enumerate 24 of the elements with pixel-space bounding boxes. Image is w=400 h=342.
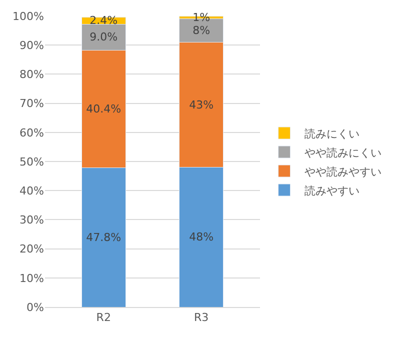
- data-label: 9.0%: [90, 30, 118, 44]
- y-tick-label: 60%: [20, 126, 44, 140]
- y-tick-label: 10%: [20, 272, 44, 285]
- y-tick-label: 0%: [26, 300, 44, 314]
- legend-label: やや読みにくい: [304, 146, 382, 160]
- data-label: 8%: [192, 24, 210, 38]
- y-tick-label: 100%: [12, 10, 44, 23]
- x-tick-label: R3: [194, 311, 209, 324]
- y-tick-label: 70%: [20, 97, 44, 110]
- data-label: 48%: [189, 230, 214, 244]
- y-tick-label: 20%: [20, 242, 44, 256]
- data-label: 47.8%: [86, 230, 122, 244]
- y-tick-label: 50%: [20, 155, 44, 168]
- x-tick-label: R2: [96, 311, 111, 324]
- legend-label: やや読みやすい: [304, 165, 382, 178]
- y-tick-label: 80%: [20, 68, 44, 82]
- legend-label: 読みやすい: [304, 184, 360, 198]
- y-tick-label: 30%: [20, 214, 44, 227]
- y-tick-label: 90%: [20, 38, 44, 52]
- data-label: 2.4%: [90, 14, 118, 28]
- data-label: 43%: [189, 98, 214, 112]
- legend-label: 読みにくい: [304, 127, 360, 140]
- y-tick-label: 40%: [20, 184, 44, 198]
- data-label: 40.4%: [86, 102, 122, 116]
